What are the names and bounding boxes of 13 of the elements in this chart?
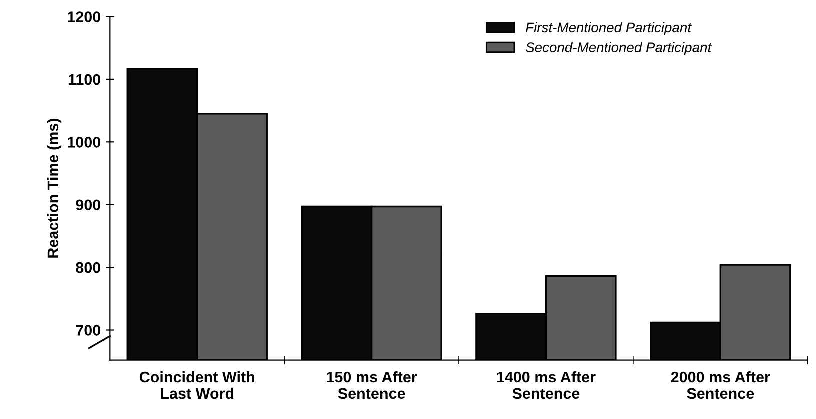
y-tick-label: 1200 <box>68 12 101 22</box>
y-tick-label: 1000 <box>68 137 101 148</box>
x-tick-label: 1400 ms After Sentence <box>497 371 596 400</box>
x-tick-label: 150 ms After Sentence <box>327 371 418 400</box>
y-tick-label: 1100 <box>68 74 101 86</box>
x-tick-label: 2000 ms After Sentence <box>671 371 770 400</box>
y-tick-label: 700 <box>76 325 101 336</box>
legend-label: First-Mentioned Participant <box>526 22 692 36</box>
y-tick-label: 800 <box>76 262 101 274</box>
legend-label: Second-Mentioned Participant <box>526 42 712 56</box>
y-tick-label: 900 <box>76 200 101 211</box>
x-tick-label: Coincident With Last Word <box>140 371 254 400</box>
y-axis-title: Reaction Time (ms) <box>47 118 62 258</box>
